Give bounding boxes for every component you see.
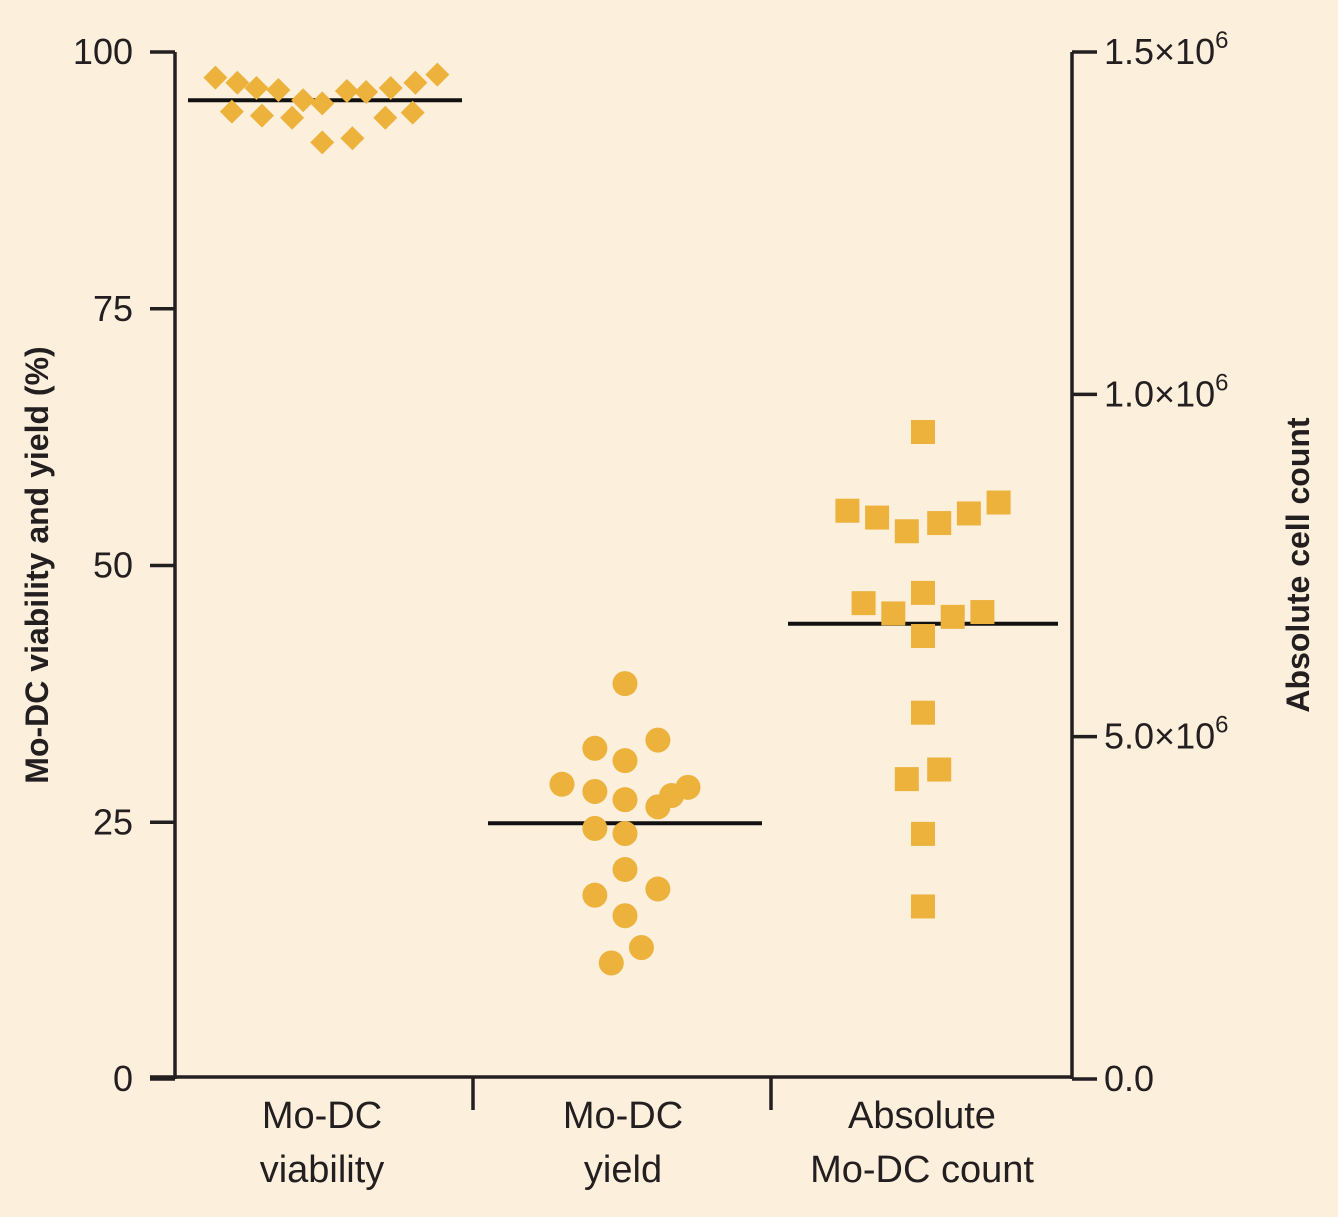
left-y-tick-label: 0 [113, 1058, 133, 1099]
viability-point [203, 65, 228, 90]
left-y-axis-title: Mo-DC viability and yield (%) [19, 346, 55, 783]
yield-point [549, 771, 575, 797]
count-point [970, 600, 995, 625]
yield-point [598, 950, 624, 976]
x-category-label: yield [584, 1149, 662, 1191]
yield-point [612, 787, 638, 813]
viability-point [354, 80, 379, 105]
x-category-label: Mo-DC [563, 1095, 683, 1137]
left-y-tick-label: 50 [93, 545, 133, 586]
viability-point [378, 75, 403, 100]
count-point [956, 501, 981, 526]
viability-point [225, 70, 250, 95]
yield-point [582, 882, 608, 908]
viability-point [403, 70, 428, 95]
x-category-label: Absolute [848, 1095, 996, 1137]
left-y-tick-label: 100 [73, 31, 133, 72]
left-y-tick-label: 25 [93, 801, 133, 842]
viability-point [249, 103, 274, 128]
axis-titles: Mo-DC viability and yield (%) Absolute c… [19, 346, 1316, 783]
data-points [203, 62, 1011, 976]
count-point [911, 700, 935, 725]
count-point [835, 498, 860, 523]
count-point [865, 505, 890, 530]
x-category-label: Mo-DC [262, 1095, 382, 1137]
viability-point [280, 105, 305, 130]
viability-point [310, 91, 335, 116]
yield-point [612, 856, 638, 882]
x-category-label: viability [260, 1149, 385, 1191]
count-point [911, 624, 935, 649]
x-category-label: Mo-DC count [810, 1149, 1034, 1191]
yield-point [645, 727, 671, 753]
yield-point [612, 821, 638, 847]
viability-point [219, 99, 244, 124]
viability-point [340, 126, 365, 151]
viability-point [425, 62, 450, 87]
right-y-axis-title: Absolute cell count [1280, 417, 1316, 712]
viability-point [244, 75, 269, 100]
left-y-tick-label: 75 [93, 288, 133, 329]
yield-point [612, 748, 638, 774]
count-point [851, 591, 876, 616]
right-y-tick-label: 1.5×106 [1104, 27, 1228, 72]
yield-point [628, 935, 654, 961]
count-point [911, 419, 935, 444]
yield-point [645, 876, 671, 902]
yield-point [582, 735, 608, 761]
viability-point [310, 130, 335, 155]
viability-point [373, 105, 398, 130]
yield-point [582, 815, 608, 841]
count-point [894, 767, 919, 792]
right-y-tick-label: 0.0 [1104, 1058, 1154, 1099]
yield-point [612, 903, 638, 929]
count-point [927, 511, 952, 536]
count-point [881, 601, 906, 626]
count-point [894, 519, 919, 544]
axis-ticks: 0 25 50 75 100 0.0 5.0×106 1.0×106 1.5×106 Mo-DC v… [73, 27, 1229, 1191]
count-point [927, 757, 952, 782]
count-point [911, 580, 935, 605]
count-point [940, 604, 965, 629]
yield-point [675, 774, 701, 800]
count-point [911, 894, 935, 919]
right-y-tick-label: 1.0×106 [1104, 369, 1228, 414]
right-y-tick-label: 5.0×106 [1104, 712, 1228, 757]
yield-point [582, 778, 608, 804]
axes [150, 52, 1074, 1079]
count-point [911, 821, 935, 846]
yield-point [612, 671, 638, 697]
viability-point [291, 88, 316, 113]
viability-point [266, 77, 291, 102]
viability-point [400, 100, 425, 125]
count-point [986, 490, 1011, 515]
viability-point [334, 79, 359, 104]
